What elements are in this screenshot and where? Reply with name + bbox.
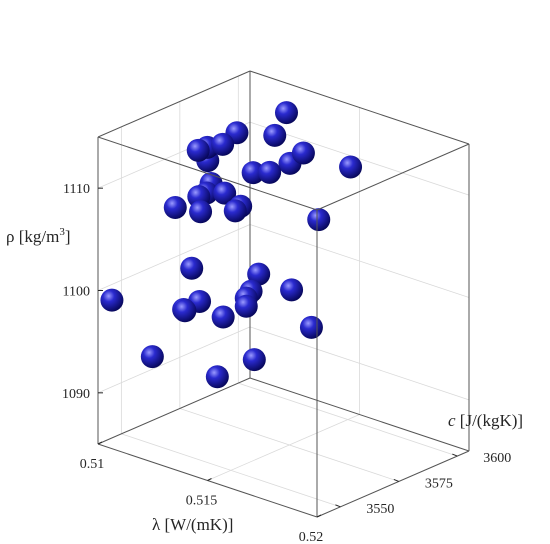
grid-line-left-z-1 bbox=[97, 224, 251, 291]
data-point-34 bbox=[242, 348, 266, 372]
data-point-35 bbox=[205, 365, 229, 389]
y-tick-2 bbox=[452, 453, 458, 457]
z-tick-label-2: 1110 bbox=[63, 182, 90, 197]
data-point-22 bbox=[247, 262, 271, 286]
x-tick-1 bbox=[207, 478, 212, 481]
grid-line-back-z-0 bbox=[249, 326, 470, 401]
data-point-18 bbox=[213, 181, 237, 205]
data-point-26 bbox=[280, 278, 304, 302]
box-edge-front-0 bbox=[97, 136, 318, 211]
grid-line-left-z-0 bbox=[97, 326, 251, 394]
data-point-28 bbox=[299, 315, 323, 339]
box-edge-front-2 bbox=[316, 143, 470, 211]
data-point-16 bbox=[163, 195, 187, 219]
data-point-12 bbox=[339, 155, 363, 179]
z-tick-label-1: 1100 bbox=[63, 285, 90, 300]
grid-line-floor-y-2 bbox=[238, 382, 458, 457]
grid-line-back-z-2 bbox=[249, 121, 470, 196]
y-tick-0 bbox=[335, 504, 341, 508]
z-axis-label: ρ [kg/m3] bbox=[6, 226, 71, 246]
grid-line-floor-y-0 bbox=[121, 433, 341, 508]
data-points bbox=[100, 101, 363, 389]
data-point-0 bbox=[274, 101, 298, 125]
data-point-27 bbox=[234, 294, 258, 318]
data-point-21 bbox=[173, 299, 197, 323]
y-tick-1 bbox=[393, 478, 400, 482]
box-edge-back-4 bbox=[316, 450, 470, 518]
grid-line-floor-x-1 bbox=[207, 414, 360, 481]
data-point-1 bbox=[263, 123, 287, 147]
data-point-4 bbox=[291, 141, 315, 165]
x-axis-label: λ [W/(mK)] bbox=[152, 515, 233, 534]
x-tick-0 bbox=[97, 441, 103, 445]
x-tick-label-2: 0.52 bbox=[299, 530, 324, 544]
box-edge-front-1 bbox=[97, 70, 251, 138]
tick-marks: 1090 1100 1110 0.51 0.515 0.52 3550 3575 3600 bbox=[62, 182, 511, 544]
z-tick-label-0: 1090 bbox=[62, 387, 90, 402]
data-point-30 bbox=[100, 288, 124, 312]
box-edge-back-1 bbox=[97, 377, 251, 445]
data-point-7 bbox=[186, 138, 210, 162]
y-tick-label-1: 3575 bbox=[425, 476, 453, 491]
data-point-15 bbox=[241, 161, 265, 185]
data-point-14 bbox=[189, 200, 213, 224]
grid-line-back-z-1 bbox=[249, 224, 470, 298]
box-edge-front-3 bbox=[249, 70, 470, 145]
axes-front-box bbox=[97, 70, 470, 517]
x-tick-label-1: 0.515 bbox=[186, 494, 218, 509]
data-point-31 bbox=[180, 256, 204, 280]
box-edge-back-3 bbox=[249, 377, 470, 452]
x-tick-2 bbox=[316, 514, 322, 518]
data-point-9 bbox=[258, 160, 282, 184]
data-point-24 bbox=[211, 305, 235, 329]
y-axis-label: c [J/(kgK)] bbox=[448, 411, 523, 430]
data-point-19 bbox=[307, 208, 331, 232]
data-point-33 bbox=[140, 345, 164, 369]
x-tick-label-0: 0.51 bbox=[80, 457, 105, 472]
data-point-2 bbox=[211, 132, 235, 156]
y-tick-label-2: 3600 bbox=[483, 451, 511, 466]
data-point-17 bbox=[223, 199, 247, 223]
grid-line-floor-y-1 bbox=[179, 408, 399, 482]
y-tick-label-0: 3550 bbox=[366, 502, 394, 517]
